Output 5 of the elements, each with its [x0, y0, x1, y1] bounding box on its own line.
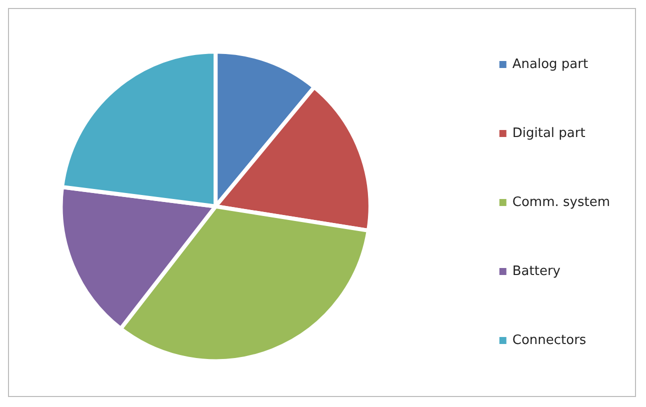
- legend-label: Battery: [512, 264, 561, 279]
- legend-label: Digital part: [512, 126, 586, 141]
- legend-label: Analog part: [512, 57, 588, 72]
- legend-label: Comm. system: [512, 195, 610, 210]
- legend-label: Connectors: [512, 333, 586, 348]
